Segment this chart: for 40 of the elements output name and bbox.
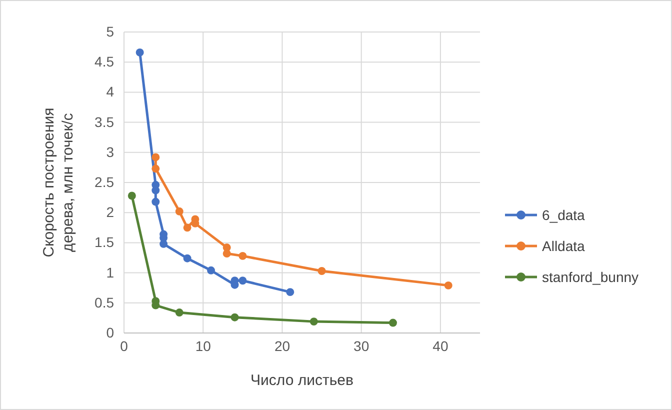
point <box>222 250 231 258</box>
point <box>388 318 397 327</box>
x-tick-label: 30 <box>354 338 370 354</box>
y-tick-label: 4.5 <box>94 54 114 70</box>
x-tick-label: 10 <box>195 338 212 354</box>
point <box>152 198 160 206</box>
y-tick-label: 2 <box>106 204 114 220</box>
point <box>128 192 136 200</box>
point <box>238 252 247 260</box>
point <box>183 254 192 262</box>
x-axis-title: Число листьев <box>250 372 354 389</box>
legend-label: stanford_bunny <box>542 269 639 285</box>
point <box>175 207 184 216</box>
y-tick-label: 4 <box>106 84 114 100</box>
x-tick-label: 20 <box>274 338 290 354</box>
point <box>152 164 160 173</box>
point <box>183 224 192 232</box>
y-tick-label: 0 <box>106 324 114 340</box>
y-tick-label: 1 <box>106 264 114 280</box>
y-tick-label: 3 <box>106 144 114 160</box>
y-tick-label: 1.5 <box>94 234 114 250</box>
point <box>175 308 184 317</box>
point <box>238 276 247 285</box>
point <box>207 266 216 274</box>
point <box>230 313 239 322</box>
point <box>152 153 160 162</box>
point <box>444 281 452 290</box>
legend-label: 6_data <box>542 207 586 223</box>
legend-label: Alldata <box>542 238 586 254</box>
y-tick-label: 5 <box>106 23 114 40</box>
point <box>310 318 318 326</box>
point <box>318 267 326 275</box>
point <box>136 48 144 56</box>
x-tick-label: 0 <box>120 338 128 354</box>
point <box>286 288 294 296</box>
y-tick-label: 0.5 <box>94 294 114 310</box>
y-axis-title: Скорость построения дерева, млн точек/с <box>40 108 76 258</box>
x-tick-label: 40 <box>432 338 448 354</box>
y-tick-label: 2.5 <box>94 174 114 190</box>
y-tick-label: 3.5 <box>94 114 114 130</box>
